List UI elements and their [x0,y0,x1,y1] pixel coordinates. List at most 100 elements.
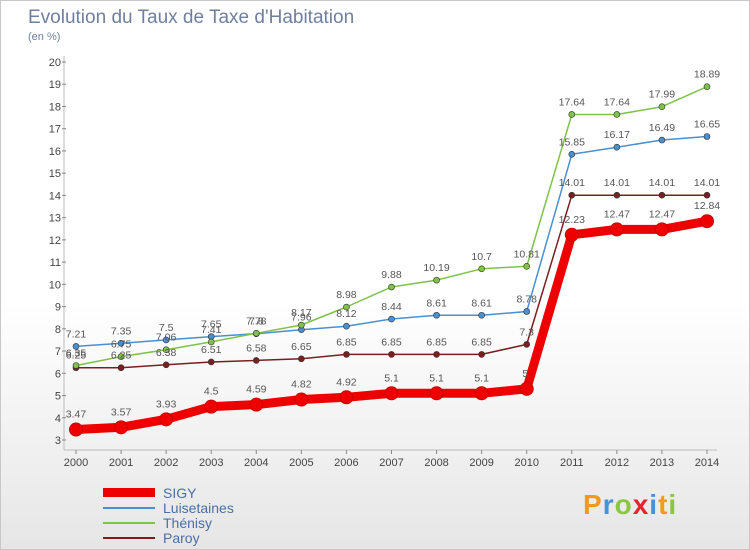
x-tick-label: 2010 [514,457,538,469]
data-point-sigy [474,386,489,401]
y-tick-label: 7 [55,346,61,358]
data-point-paroy [658,191,666,199]
data-point-sigy [249,397,264,412]
y-tick-label: 5 [55,391,61,403]
x-tick-label: 2001 [109,457,133,469]
data-point-sigy [429,386,444,401]
data-point-sigy [609,222,624,237]
data-label-sigy: 5.1 [384,372,399,384]
series-line-luisetaines [75,135,708,348]
chart-title: Evolution du Taux de Taxe d'Habitation [28,7,355,28]
y-tick-label: 17 [49,124,61,136]
logo-letter: i [668,489,678,520]
x-tick-label: 2006 [334,457,358,469]
data-point-paroy [568,191,576,199]
y-tick-label: 12 [49,235,61,247]
data-point-thnisy [298,321,305,329]
y-tick-label: 13 [49,213,61,225]
y-tick-label: 8 [55,324,61,336]
x-tick-label: 2013 [650,457,674,469]
data-point-thnisy [613,111,621,118]
data-label-paroy: 7.3 [519,326,534,338]
data-point-thnisy [703,83,711,90]
data-point-sigy [69,422,83,437]
data-point-sigy [339,390,354,405]
data-point-luisetaines [703,133,711,140]
data-label-luisetaines: 16.65 [694,118,720,130]
data-label-sigy: 5.1 [429,372,444,384]
data-point-paroy [478,351,485,358]
data-point-luisetaines [162,336,170,344]
data-point-luisetaines [388,315,395,323]
data-point-sigy [564,227,579,242]
legend-swatch-sigy [103,488,155,497]
data-point-sigy [384,386,399,401]
data-label-luisetaines: 8.78 [516,293,537,305]
data-point-thnisy [433,276,440,284]
legend-item-luisetaines: Luisetaines [103,500,234,516]
data-label-paroy: 14.01 [694,177,720,189]
data-point-paroy [613,191,621,199]
data-labels: 6.25 6.25 6.38 6.51 6.58 6.65 6.85 6.85 6.85 6.85… [66,69,721,421]
data-label-sigy: 4.5 [204,386,219,398]
data-point-sigy [654,222,669,237]
data-label-thnisy: 18.89 [694,69,720,81]
data-label-paroy: 14.01 [649,177,675,189]
data-label-luisetaines: 8.44 [381,301,402,313]
y-tick-label: 14 [49,190,61,202]
proxiti-logo: Proxiti [583,489,677,521]
data-point-thnisy [207,338,215,346]
data-label-luisetaines: 7.5 [159,322,174,334]
legend-label-thenisy: Thénisy [163,514,213,531]
data-point-sigy [700,214,714,229]
data-label-thnisy: 10.7 [471,251,492,263]
data-point-paroy [343,351,350,358]
data-label-thnisy: 10.81 [514,248,540,260]
x-tick-label: 2012 [605,457,629,469]
data-label-luisetaines: 8.61 [471,297,492,309]
data-point-paroy [388,351,395,358]
data-label-paroy: 6.85 [471,336,492,348]
data-label-thnisy: 8.98 [336,289,357,301]
data-label-luisetaines: 8.61 [426,297,447,309]
y-tick-label: 6 [55,368,61,380]
data-point-thnisy [252,329,260,337]
data-point-luisetaines [72,343,80,350]
y-tick-label: 10 [49,279,61,291]
data-label-thnisy: 7.06 [156,332,177,344]
data-label-sigy: 4.92 [336,376,357,388]
data-point-luisetaines [523,308,531,315]
data-label-luisetaines: 8.12 [336,308,357,320]
x-tick-label: 2000 [64,457,88,469]
data-label-luisetaines: 15.85 [559,136,585,148]
x-tick-label: 2003 [199,457,223,469]
data-point-sigy [159,412,174,427]
data-label-luisetaines: 7.96 [291,312,312,324]
x-tick-label: 2005 [289,457,313,469]
data-label-paroy: 14.01 [559,177,585,189]
data-point-thnisy [117,353,125,360]
legend-item-paroy: Paroy [103,530,234,546]
data-point-paroy [298,355,305,363]
logo-letter: P [583,489,603,520]
data-label-thnisy: 9.88 [381,269,402,281]
logo-letter: i [649,489,659,520]
data-point-thnisy [343,303,350,311]
data-label-thnisy: 8.17 [291,307,312,319]
data-label-thnisy: 17.64 [604,96,630,108]
data-point-thnisy [523,263,531,270]
x-tick-label: 2009 [469,457,493,469]
data-point-luisetaines [433,311,440,319]
x-tick-label: 2004 [244,457,268,469]
data-label-thnisy: 17.64 [559,96,585,108]
legend-swatch-paroy [103,536,155,539]
y-tick-label: 9 [55,302,61,314]
y-tick-label: 15 [49,168,61,180]
data-label-paroy: 6.38 [156,347,177,359]
data-point-thnisy [72,362,80,369]
data-label-sigy: 5. [522,368,531,380]
logo-letter: x [632,489,650,520]
chart-subtitle: (en %) [28,31,61,43]
data-label-sigy: 3.57 [111,406,132,418]
